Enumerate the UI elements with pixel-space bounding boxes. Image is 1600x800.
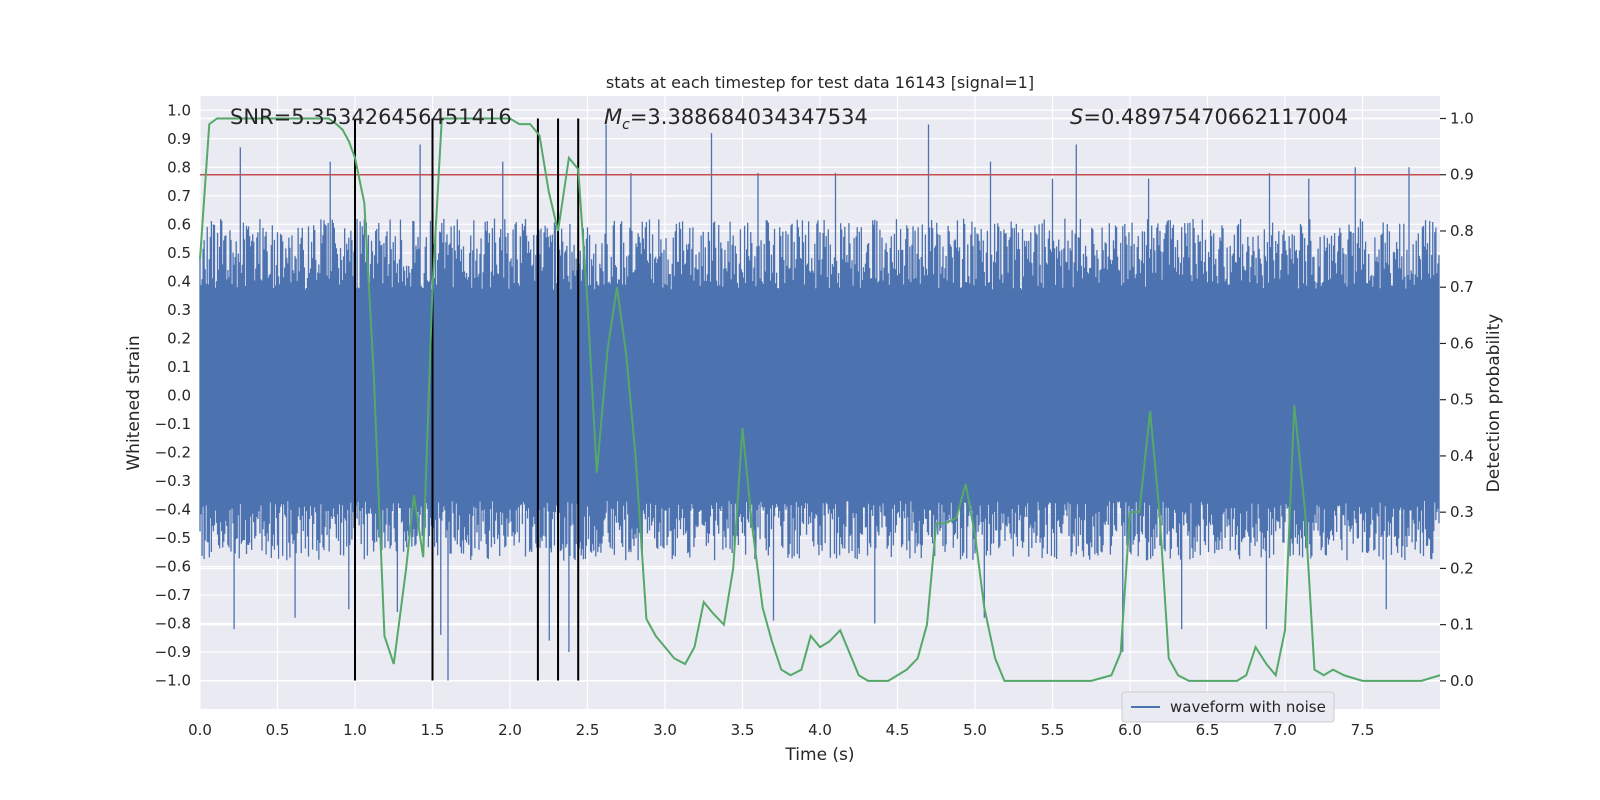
right-tick-label: 0.7: [1450, 278, 1474, 296]
x-tick-label: 5.5: [1041, 721, 1065, 739]
left-tick-label: 0.7: [167, 187, 191, 205]
x-tick-label: 0.0: [188, 721, 212, 739]
x-tick-label: 2.5: [576, 721, 600, 739]
left-tick-label: −0.3: [155, 472, 191, 490]
x-tick-label: 2.0: [498, 721, 522, 739]
left-tick-label: −0.9: [155, 643, 191, 661]
right-tick-label: 0.6: [1450, 334, 1474, 352]
right-tick-label: 0.9: [1450, 166, 1474, 184]
right-tick-label: 0.8: [1450, 222, 1474, 240]
left-tick-label: 0.8: [167, 158, 191, 176]
right-axis-ticks: 1.0 0.9 0.8 0.7 0.6 0.5 0.4 0.3 0.2 0.1 0.0: [1440, 109, 1474, 690]
right-tick-label: 0.3: [1450, 503, 1474, 521]
left-tick-label: −0.8: [155, 614, 191, 632]
left-tick-label: −0.5: [155, 529, 191, 547]
legend-box: [1121, 691, 1335, 723]
left-tick-label: 0.6: [167, 215, 191, 233]
right-tick-label: 0.1: [1450, 616, 1474, 634]
waveform-series: [199, 124, 1440, 681]
left-tick-label: 0.2: [167, 329, 191, 347]
vertical-markers: [354, 118, 580, 681]
right-tick-label: 1.0: [1450, 109, 1474, 127]
left-tick-label: −1.0: [155, 671, 191, 689]
x-tick-label: 0.5: [266, 721, 290, 739]
right-tick-label: 0.5: [1450, 391, 1474, 409]
left-axis-label: Whitened strain: [124, 335, 144, 470]
chirp-mass-subscript: c: [622, 117, 630, 133]
chart-title: stats at each timestep for test data 161…: [606, 73, 1034, 92]
x-tick-label: 4.5: [886, 721, 910, 739]
left-tick-label: 0.3: [167, 301, 191, 319]
left-tick-label: 0.0: [167, 386, 191, 404]
left-tick-label: 0.1: [167, 358, 191, 376]
s-annotation: S=0.48975470662117004: [1070, 105, 1348, 129]
legend: waveform with noise: [1121, 691, 1335, 723]
x-axis-ticks: 0.0 0.5 1.0 1.5 2.0 2.5 3.0 3.5 4.0 4.5 5.0 5.5 6.0 6…: [188, 721, 1374, 739]
chirp-mass-value: =3.388684034347534: [630, 105, 868, 129]
left-tick-label: 0.5: [167, 244, 191, 262]
left-tick-label: −0.2: [155, 443, 191, 461]
x-tick-label: 5.0: [963, 721, 987, 739]
s-symbol: S: [1070, 105, 1083, 129]
x-axis-label: Time (s): [784, 745, 854, 765]
snr-annotation: SNR=5.353426456451416: [230, 105, 512, 129]
right-tick-label: 0.2: [1450, 559, 1474, 577]
legend-label: waveform with noise: [1170, 698, 1326, 716]
s-value: =0.48975470662117004: [1083, 105, 1348, 129]
left-tick-label: 1.0: [167, 101, 191, 119]
x-tick-label: 1.5: [421, 721, 445, 739]
x-tick-label: 7.5: [1351, 721, 1375, 739]
probability-line: [199, 117, 1441, 682]
left-tick-label: −0.7: [155, 586, 191, 604]
x-tick-label: 6.0: [1118, 721, 1142, 739]
left-tick-label: 0.9: [167, 130, 191, 148]
left-tick-label: −0.1: [155, 415, 191, 433]
x-tick-label: 6.5: [1196, 721, 1220, 739]
right-tick-label: 0.0: [1450, 672, 1474, 690]
x-tick-label: 1.0: [343, 721, 367, 739]
left-tick-label: 0.4: [167, 272, 191, 290]
left-tick-label: −0.4: [155, 500, 191, 518]
x-tick-label: 4.0: [808, 721, 832, 739]
waveform-trace: [199, 124, 1440, 681]
left-axis-ticks: 1.0 0.9 0.8 0.7 0.6 0.5 0.4 0.3 0.2 0.1 0.0 −0.1 −0.…: [155, 101, 191, 689]
x-tick-label: 7.0: [1273, 721, 1297, 739]
left-tick-label: −0.6: [155, 557, 191, 575]
right-axis-label: Detection probability: [1484, 314, 1504, 493]
chirp-mass-symbol: M: [604, 105, 622, 129]
chirp-mass-annotation: Mc=3.388684034347534: [604, 105, 868, 133]
x-tick-label: 3.0: [653, 721, 677, 739]
right-tick-label: 0.4: [1450, 447, 1474, 465]
x-tick-label: 3.5: [731, 721, 755, 739]
